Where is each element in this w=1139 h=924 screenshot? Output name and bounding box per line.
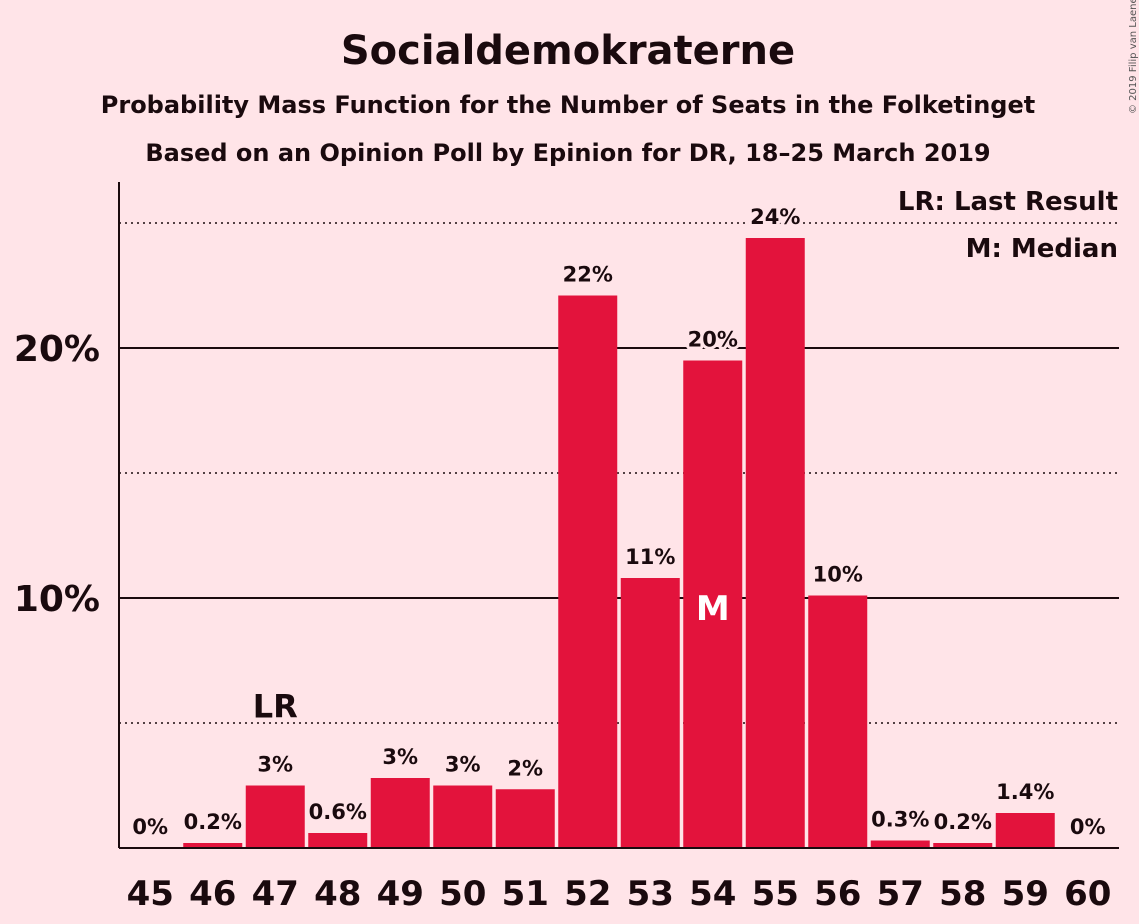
axes [118, 182, 1119, 849]
bar-51 [495, 789, 555, 848]
bar-57 [870, 840, 930, 848]
bar-49 [370, 778, 430, 848]
chart-subtitle-2: Based on an Opinion Poll by Epinion for … [145, 139, 990, 167]
value-label-57: 0.3% [871, 808, 929, 832]
value-label-55: 24% [750, 205, 800, 229]
value-label-47: 3% [257, 753, 293, 777]
x-tick-label: 46 [189, 874, 236, 914]
x-tick-label: 48 [314, 874, 361, 914]
bar-53 [620, 578, 680, 848]
value-label-48: 0.6% [309, 800, 367, 824]
y-tick-label: 20% [14, 329, 100, 370]
x-tick-label: 55 [752, 874, 799, 914]
value-label-53: 11% [625, 545, 675, 569]
value-labels: 0% 45 0.2% 46 3% 47 0.6% 48 3% 49 3% 50 2% 51 22% 52 11%… [127, 202, 1112, 914]
chart-title: Socialdemokraterne [341, 28, 795, 74]
bar-54 [683, 360, 743, 848]
bar-58 [933, 843, 993, 848]
x-tick-label: 58 [939, 874, 986, 914]
x-tick-label: 47 [252, 874, 299, 914]
bar-46 [183, 843, 243, 848]
x-tick-label: 60 [1064, 874, 1111, 914]
x-tick-label: 50 [439, 874, 486, 914]
x-tick-label: 57 [877, 874, 924, 914]
value-label-59: 1.4% [996, 780, 1054, 804]
copyright: © 2019 Filip van Laenen [1128, 0, 1139, 114]
last-result-marker: LR [253, 688, 298, 726]
value-label-49: 3% [382, 745, 418, 769]
value-label-60: 0% [1070, 815, 1106, 839]
legend-last-result: LR: Last Result [898, 187, 1118, 217]
x-tick-label: 45 [127, 874, 174, 914]
x-tick-label: 49 [377, 874, 424, 914]
bars [183, 238, 1055, 848]
bar-50 [433, 785, 493, 848]
x-tick-label: 53 [627, 874, 674, 914]
x-tick-label: 59 [1002, 874, 1049, 914]
bar-52 [558, 295, 618, 848]
value-label-58: 0.2% [934, 810, 992, 834]
gridlines: 10% 20% [14, 222, 1119, 724]
chart-subtitle-1: Probability Mass Function for the Number… [101, 91, 1035, 119]
value-label-56: 10% [813, 563, 863, 587]
value-label-54: 20% [688, 328, 738, 352]
value-label-50: 3% [445, 753, 481, 777]
x-tick-label: 52 [564, 874, 611, 914]
y-tick-label: 10% [14, 579, 100, 620]
bar-56 [808, 595, 868, 848]
bar-47 [245, 785, 305, 848]
value-label-51: 2% [507, 756, 543, 780]
x-tick-label: 56 [814, 874, 861, 914]
markers: LR M [253, 589, 730, 726]
value-label-52: 22% [563, 263, 613, 287]
value-label-45: 0% [132, 815, 168, 839]
bar-48 [308, 833, 368, 848]
bar-59 [995, 813, 1055, 848]
x-tick-label: 51 [502, 874, 549, 914]
median-marker: M [696, 589, 730, 629]
value-label-46: 0.2% [184, 810, 242, 834]
legend-median: M: Median [966, 234, 1118, 264]
x-tick-label: 54 [689, 874, 736, 914]
bar-55 [745, 238, 805, 848]
